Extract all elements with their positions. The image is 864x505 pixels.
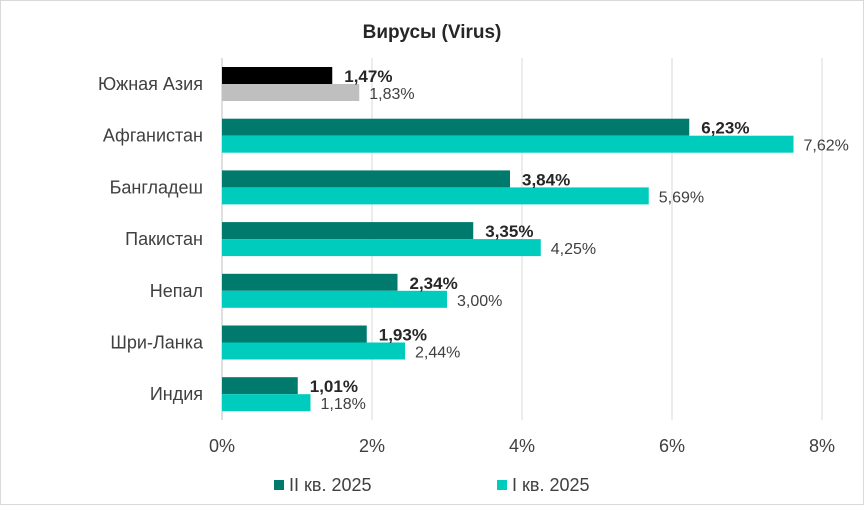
x-tick-label: 8%	[809, 436, 835, 456]
legend-label-q2: II кв. 2025	[289, 475, 372, 495]
data-label-q2: 6,23%	[701, 119, 749, 138]
data-label-q2: 1,93%	[379, 326, 427, 345]
data-label-q2: 3,35%	[485, 222, 533, 241]
legend: II кв. 2025 I кв. 2025	[274, 475, 589, 495]
bar-q2	[222, 377, 298, 395]
category-label: Бангладеш	[110, 177, 203, 197]
data-label-q1: 1,18%	[321, 396, 366, 413]
bar-q2	[222, 170, 510, 188]
legend-swatch-q1	[497, 480, 507, 490]
data-label-q2: 2,34%	[410, 274, 458, 293]
chart-title: Вирусы (Virus)	[363, 22, 502, 43]
x-tick-labels: 0% 2% 4% 6% 8%	[209, 436, 835, 456]
x-tick-label: 2%	[359, 436, 385, 456]
bar-q2	[222, 325, 367, 343]
data-label-q1: 7,62%	[804, 138, 849, 155]
category-label: Индия	[150, 384, 203, 404]
x-tick-label: 4%	[509, 436, 535, 456]
bar-q2	[222, 67, 333, 84]
bar-q1	[222, 135, 794, 153]
category-label: Шри-Ланка	[110, 333, 204, 353]
data-label-q1: 4,25%	[551, 241, 596, 258]
bar-q1	[222, 239, 541, 257]
category-label: Афганистан	[103, 126, 203, 146]
x-tick-label: 6%	[659, 436, 685, 456]
bar-q2	[222, 222, 474, 240]
legend-swatch-q2	[274, 480, 284, 490]
data-label-q1: 2,44%	[415, 345, 460, 362]
legend-label-q1: I кв. 2025	[512, 475, 589, 495]
bar-q2	[222, 118, 690, 136]
category-labels: Южная Азия Афганистан Бангладеш Пакистан Неп…	[98, 74, 204, 404]
bar-q1	[222, 84, 360, 101]
category-label: Непал	[150, 281, 203, 301]
bar-q1	[222, 290, 447, 308]
data-label-q1: 5,69%	[659, 189, 704, 206]
category-label: Южная Азия	[98, 74, 203, 94]
bar-q1	[222, 342, 405, 360]
bars: 1,47%1,83% 6,23% 7,62% 3,84% 5,69% 3,35% 4,25%…	[222, 67, 849, 413]
category-label: Пакистан	[125, 229, 203, 249]
data-label-q2: 1,01%	[310, 377, 358, 396]
data-label-q2: 1,47%	[344, 67, 392, 86]
data-label-q1: 1,83%	[369, 86, 414, 103]
bar-q1	[222, 187, 649, 205]
data-label-q1: 3,00%	[457, 293, 502, 310]
x-tick-label: 0%	[209, 436, 235, 456]
bar-q1	[222, 394, 311, 412]
bar-q2	[222, 273, 398, 291]
data-label-q2: 3,84%	[522, 170, 570, 189]
